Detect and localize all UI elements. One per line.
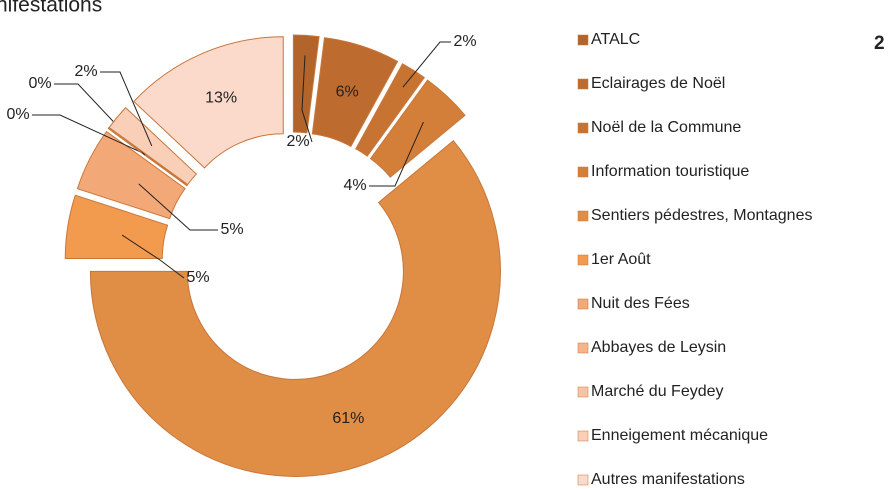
legend-label: Abbayes de Leysin <box>591 339 726 356</box>
legend-swatch <box>577 210 589 222</box>
legend-label: Eclairages de Noël <box>591 75 725 92</box>
donut-segment <box>355 63 425 157</box>
donut-segment <box>369 79 466 178</box>
legend-swatch <box>577 78 589 90</box>
data-label: 13% <box>205 89 237 106</box>
legend-label: Information touristique <box>591 163 749 180</box>
data-label: 2% <box>286 133 309 150</box>
legend-label: Autres manifestations <box>591 471 745 488</box>
legend-swatch <box>577 166 589 178</box>
leader-line <box>369 121 424 187</box>
legend-swatch <box>577 34 589 46</box>
donut-segment <box>108 106 198 186</box>
legend-label: Marché du Feydey <box>591 383 724 400</box>
legend-swatch <box>577 474 589 486</box>
data-label: 61% <box>332 410 364 427</box>
donut-segment <box>64 194 169 260</box>
legend-swatch <box>577 430 589 442</box>
leader-line <box>138 183 218 231</box>
legend-label: ATALC <box>591 31 640 48</box>
data-label: 5% <box>186 269 209 286</box>
donut-segment <box>133 36 284 169</box>
leader-line <box>301 55 313 143</box>
data-label: 2% <box>74 63 97 80</box>
legend-label: Nuit des Fées <box>591 295 690 312</box>
legend-label: Enneigement mécanique <box>591 427 768 444</box>
legend-swatch <box>577 298 589 310</box>
legend-swatch <box>577 122 589 134</box>
legend-swatch <box>577 342 589 354</box>
leader-line <box>402 41 451 88</box>
donut-segment <box>107 126 188 187</box>
leader-line <box>121 234 185 279</box>
legend-swatch <box>577 254 589 266</box>
data-label: 0% <box>28 75 51 92</box>
donut-segment <box>89 140 501 477</box>
chart-title: nifestations <box>0 0 102 17</box>
legend-swatch <box>577 386 589 398</box>
data-label: 6% <box>336 83 359 100</box>
data-label: 2% <box>453 33 476 50</box>
annotation: 2 <box>874 33 885 54</box>
legend-label: Sentiers pédestres, Montagnes <box>591 207 812 224</box>
leader-line <box>32 114 141 153</box>
data-label: 4% <box>343 177 366 194</box>
legend-label: 1er Août <box>591 251 651 268</box>
data-label: 5% <box>220 221 243 238</box>
donut-segment <box>292 34 320 134</box>
leader-line <box>100 71 153 147</box>
data-label: 0% <box>6 106 29 123</box>
legend-label: Noël de la Commune <box>591 119 741 136</box>
donut-segment <box>311 37 399 148</box>
